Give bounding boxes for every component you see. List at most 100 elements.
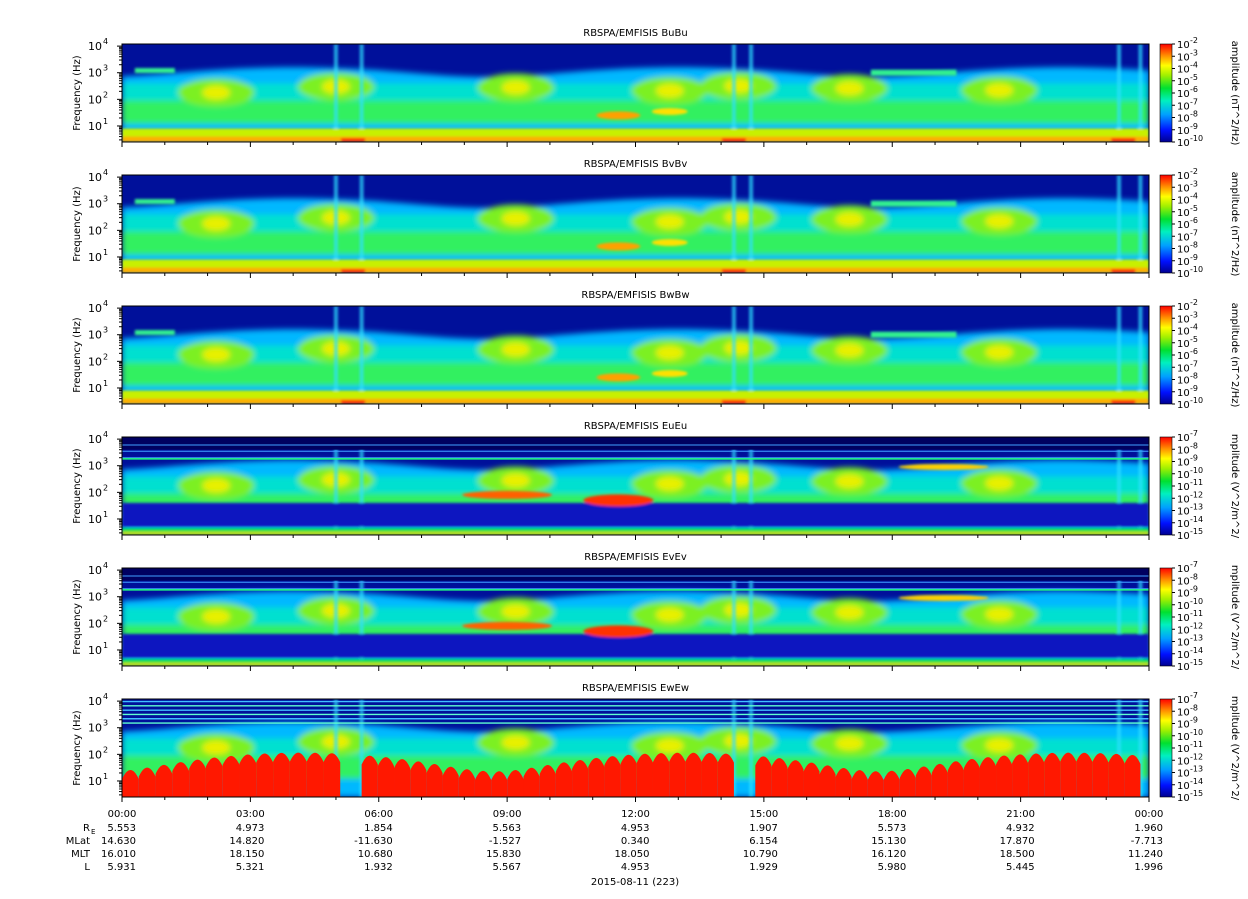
x-tick-label: 15:00 (749, 809, 778, 820)
y-tick-exponent: 3 (103, 457, 108, 466)
colorbar-tick-label: 10 (1177, 662, 1190, 673)
ephemeris-value: 1.932 (364, 862, 393, 873)
y-tick-label: 10 (88, 617, 102, 630)
colorbar-tick-exponent: -14 (1190, 777, 1203, 786)
y-tick-label: 10 (88, 644, 102, 657)
ephemeris-row-label: MLat (66, 836, 90, 847)
ephemeris-row-subscript: E (91, 828, 95, 836)
panel-title: RBSPA/EMFISIS EwEw (582, 683, 689, 694)
x-axis: 00:00 03:00 06:00 09:00 12:00 15:00 18:00 21:00… (108, 809, 1164, 820)
colorbar-tick-label: 10 (1177, 171, 1190, 182)
y-tick-label: 10 (88, 591, 102, 604)
panel-title: RBSPA/EMFISIS BvBv (584, 159, 688, 170)
colorbar: 10-210-310-410-510-610-710-810-910-10 amp… (1159, 36, 1240, 149)
ephemeris-table: R E 5.553 4.973 1.854 5.563 4.953 1.907 5.573 4.9… (66, 823, 1163, 873)
colorbar-tick-label: 10 (1177, 327, 1190, 338)
panel-title: RBSPA/EMFISIS EuEu (584, 421, 687, 432)
colorbar-tick-label: 10 (1177, 245, 1190, 256)
ephemeris-value: 4.973 (236, 823, 265, 834)
y-tick-label: 10 (88, 486, 102, 499)
panel-title: RBSPA/EMFISIS BuBu (583, 28, 687, 39)
colorbar-tick-exponent: -11 (1190, 740, 1203, 749)
colorbar-tick-label: 10 (1177, 458, 1190, 469)
y-tick-exponent: 1 (103, 772, 108, 781)
y-tick-label: 10 (88, 513, 102, 526)
y-tick-label: 10 (88, 171, 102, 184)
y-tick-exponent: 3 (103, 64, 108, 73)
colorbar-tick-exponent: -8 (1190, 372, 1198, 381)
colorbar-tick-label: 10 (1177, 183, 1190, 194)
x-tick-label: 21:00 (1006, 809, 1035, 820)
spin-harmonics (122, 752, 1141, 797)
colorbar-tick-exponent: -6 (1190, 216, 1198, 225)
ephemeris-value: 14.820 (229, 836, 264, 847)
colorbar-tick-label: 10 (1177, 707, 1190, 718)
spectrogram-image (122, 44, 1149, 142)
y-tick-label: 10 (88, 198, 102, 211)
colorbar-tick-label: 10 (1177, 494, 1190, 505)
y-tick-label: 10 (88, 120, 102, 133)
colorbar-tick-exponent: -10 (1190, 134, 1203, 143)
colorbar-tick-label: 10 (1177, 601, 1190, 612)
colorbar-tick-label: 10 (1177, 376, 1190, 387)
colorbar-tick-exponent: -8 (1190, 241, 1198, 250)
colorbar-tick-label: 10 (1177, 732, 1190, 743)
colorbar-tick-label: 10 (1177, 52, 1190, 63)
colorbar-tick-label: 10 (1177, 208, 1190, 219)
colorbar-tick-label: 10 (1177, 638, 1190, 649)
y-tick-exponent: 2 (103, 483, 108, 492)
colorbar-tick-exponent: -4 (1190, 323, 1198, 332)
colorbar-tick-exponent: -14 (1190, 646, 1203, 655)
colorbar-tick-exponent: -5 (1190, 204, 1198, 213)
colorbar-tick-label: 10 (1177, 482, 1190, 493)
y-tick-exponent: 1 (103, 117, 108, 126)
panel-title: RBSPA/EMFISIS EvEv (584, 552, 687, 563)
colorbar-tick-label: 10 (1177, 65, 1190, 76)
colorbar-tick-exponent: -13 (1190, 634, 1203, 643)
y-axis-label: Frequency (Hz) (72, 55, 83, 131)
spectrogram-image (122, 699, 1149, 797)
colorbar-tick-exponent: -4 (1190, 61, 1198, 70)
y-tick-label: 10 (88, 775, 102, 788)
colorbar-tick-label: 10 (1177, 269, 1190, 280)
y-tick-exponent: 3 (103, 195, 108, 204)
colorbar-label: mplitude (V^2/m^2/ (1229, 434, 1240, 539)
colorbar-tick-exponent: -2 (1190, 298, 1198, 307)
colorbar-tick-exponent: -14 (1190, 515, 1203, 524)
colorbar-tick-exponent: -8 (1190, 441, 1198, 450)
y-axis-label: Frequency (Hz) (72, 579, 83, 655)
ephemeris-value: 5.573 (878, 823, 907, 834)
ephemeris-value: 4.932 (1006, 823, 1035, 834)
ephemeris-value: 0.340 (621, 836, 650, 847)
colorbar-tick-exponent: -8 (1190, 703, 1198, 712)
colorbar: 10-210-310-410-510-610-710-810-910-10 amp… (1159, 167, 1240, 280)
colorbar-tick-exponent: -15 (1190, 658, 1203, 667)
ephemeris-value: -11.630 (354, 836, 393, 847)
y-tick-exponent: 1 (103, 510, 108, 519)
ephemeris-value: 16.120 (871, 849, 906, 860)
colorbar-tick-label: 10 (1177, 781, 1190, 792)
ephemeris-value: 17.870 (1000, 836, 1035, 847)
colorbar-tick-exponent: -5 (1190, 335, 1198, 344)
colorbar-tick-exponent: -3 (1190, 48, 1198, 57)
colorbar-tick-label: 10 (1177, 793, 1190, 804)
colorbar-label: amplitude (nT^2/Hz) (1229, 41, 1240, 146)
x-tick-label: 12:00 (621, 809, 650, 820)
colorbar-tick-exponent: -8 (1190, 110, 1198, 119)
ephemeris-value: -7.713 (1131, 836, 1163, 847)
colorbar-tick-exponent: -6 (1190, 85, 1198, 94)
ephemeris-value: 1.996 (1134, 862, 1163, 873)
colorbar-tick-exponent: -9 (1190, 384, 1198, 393)
colorbar-tick-label: 10 (1177, 126, 1190, 137)
ephemeris-value: 1.854 (364, 823, 393, 834)
ephemeris-value: 16.010 (101, 849, 136, 860)
ephemeris-value: 18.150 (229, 849, 264, 860)
y-tick-label: 10 (88, 695, 102, 708)
colorbar-label: amplitude (nT^2/Hz) (1229, 303, 1240, 408)
